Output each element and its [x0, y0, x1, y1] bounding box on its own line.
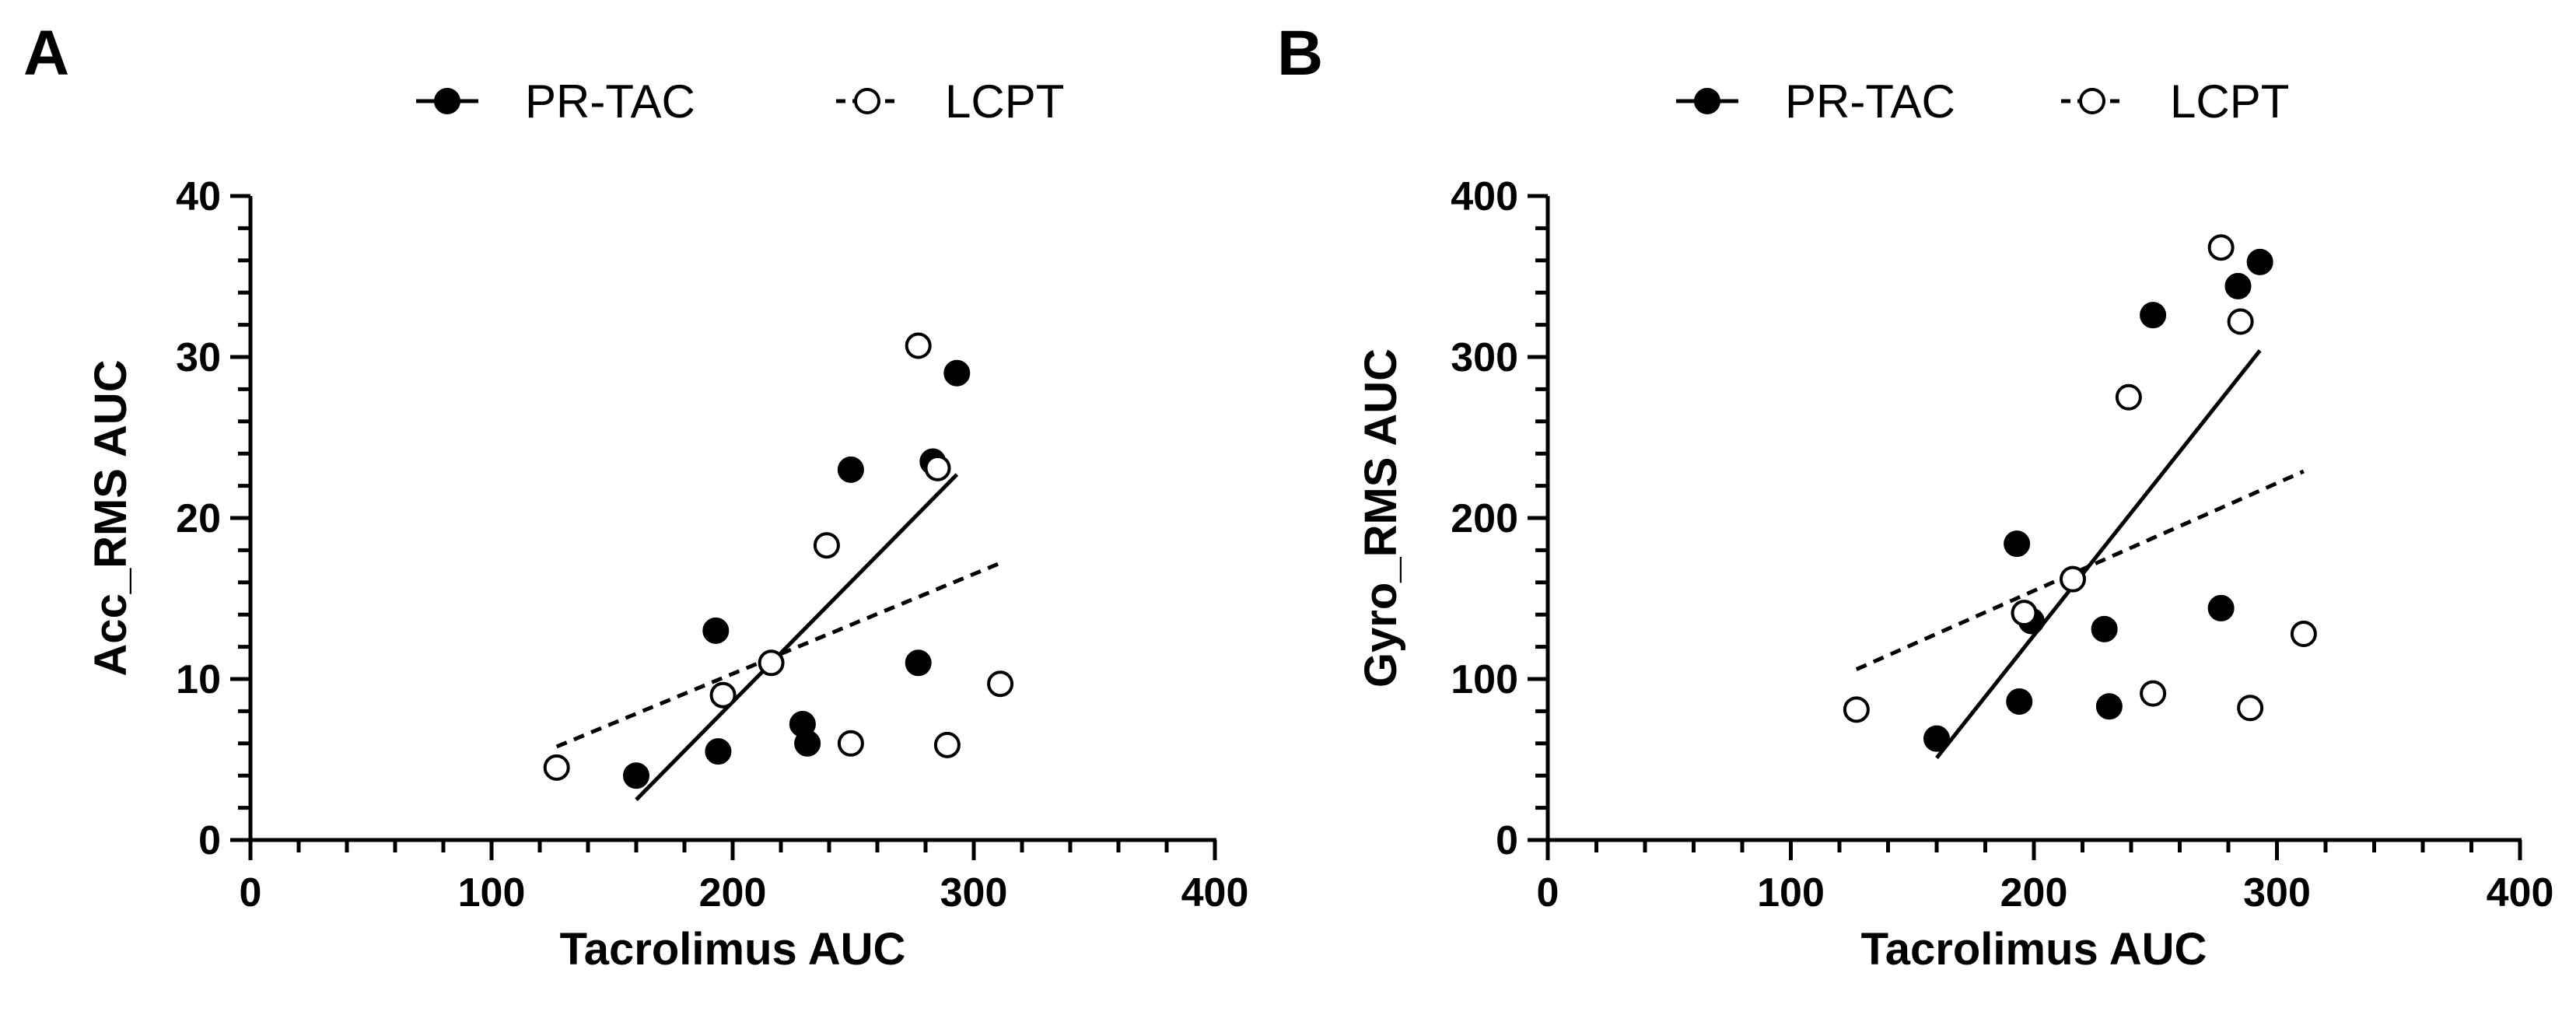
x-tick-label: 100	[458, 870, 526, 915]
legend-pr-tac-label: PR-TAC	[525, 75, 695, 128]
lcpt-point	[2227, 308, 2254, 335]
lcpt-point	[905, 332, 932, 359]
x-tick-label: 400	[2487, 870, 2554, 915]
legend-pr-tac-label: PR-TAC	[1785, 75, 1955, 128]
pr-tac-point	[2091, 615, 2118, 642]
lcpt-fit-line	[555, 561, 1002, 749]
y-tick-label: 0	[1496, 818, 1518, 863]
legend-pr-tac-marker	[1694, 88, 1720, 114]
pr-tac-point	[2224, 272, 2252, 299]
lcpt-point	[813, 532, 840, 559]
x-tick-label: 200	[2000, 870, 2068, 915]
lcpt-point	[2140, 680, 2167, 707]
y-axis-title: Gyro_RMS AUC	[1356, 348, 1406, 688]
pr-tac-point	[702, 617, 730, 644]
lcpt-point	[1843, 696, 1870, 723]
legend-lcpt-marker	[854, 88, 880, 114]
lcpt-point	[933, 731, 961, 758]
lcpt-point	[758, 649, 785, 677]
pr-tac-point	[905, 649, 932, 677]
legend-lcpt-label: LCPT	[945, 75, 1064, 128]
pr-tac-point	[837, 456, 864, 483]
y-tick-label: 300	[1451, 335, 1518, 380]
pr-tac-point	[2004, 530, 2031, 558]
y-tick-label: 0	[198, 818, 221, 863]
y-tick-label: 40	[176, 174, 221, 219]
lcpt-point	[2290, 621, 2317, 648]
pr-tac-point	[2246, 248, 2273, 275]
lcpt-point	[2011, 600, 2038, 627]
pr-tac-point	[2095, 693, 2123, 720]
pr-tac-point	[623, 762, 649, 789]
pr-tac-fit-line	[1935, 349, 2262, 759]
lcpt-point	[543, 754, 570, 781]
pr-tac-fit-line	[635, 473, 959, 802]
lcpt-point	[2207, 234, 2235, 261]
x-tick-label: 0	[240, 870, 262, 915]
panel-b: B 0 100 200 300 400 0 100 200 300 400 Tacrolimus AU…	[1277, 18, 2553, 975]
x-axis-title: Tacrolimus AUC	[1861, 924, 2207, 975]
panel-label: B	[1277, 18, 1323, 89]
y-tick-label: 10	[176, 657, 221, 702]
lcpt-point	[987, 670, 1014, 698]
pr-tac-point	[1923, 725, 1950, 752]
y-tick-label: 100	[1451, 657, 1518, 702]
panel-label: A	[23, 18, 69, 89]
lcpt-point	[2115, 383, 2142, 411]
pr-tac-point	[2207, 594, 2235, 621]
legend-pr-tac-marker	[434, 88, 460, 114]
lcpt-point	[2237, 695, 2264, 722]
pr-tac-point	[943, 359, 971, 387]
pr-tac-point	[794, 730, 821, 757]
x-axis-title: Tacrolimus AUC	[560, 924, 906, 975]
x-tick-label: 200	[699, 870, 767, 915]
pr-tac-point	[2140, 302, 2167, 329]
y-tick-label: 400	[1451, 174, 1518, 219]
legend-lcpt-marker	[2079, 88, 2105, 114]
x-tick-label: 300	[2243, 870, 2311, 915]
x-tick-label: 300	[940, 870, 1008, 915]
panel-a: A 0 100 200 300 400 0 10 20 30 40 Tacrolimus AUC Acc…	[23, 18, 1248, 975]
lcpt-point	[709, 681, 737, 709]
lcpt-point	[924, 454, 951, 481]
y-axis-title: Acc_RMS AUC	[86, 359, 136, 676]
y-tick-label: 20	[176, 496, 221, 541]
pr-tac-point	[2006, 688, 2033, 715]
x-tick-label: 100	[1757, 870, 1825, 915]
legend-lcpt-label: LCPT	[2170, 75, 2289, 128]
x-tick-label: 0	[1537, 870, 1559, 915]
y-tick-label: 30	[176, 335, 221, 380]
y-tick-label: 200	[1451, 496, 1518, 541]
lcpt-point	[2060, 565, 2086, 593]
x-tick-label: 400	[1181, 870, 1249, 915]
lcpt-point	[837, 730, 864, 757]
pr-tac-point	[705, 738, 732, 765]
